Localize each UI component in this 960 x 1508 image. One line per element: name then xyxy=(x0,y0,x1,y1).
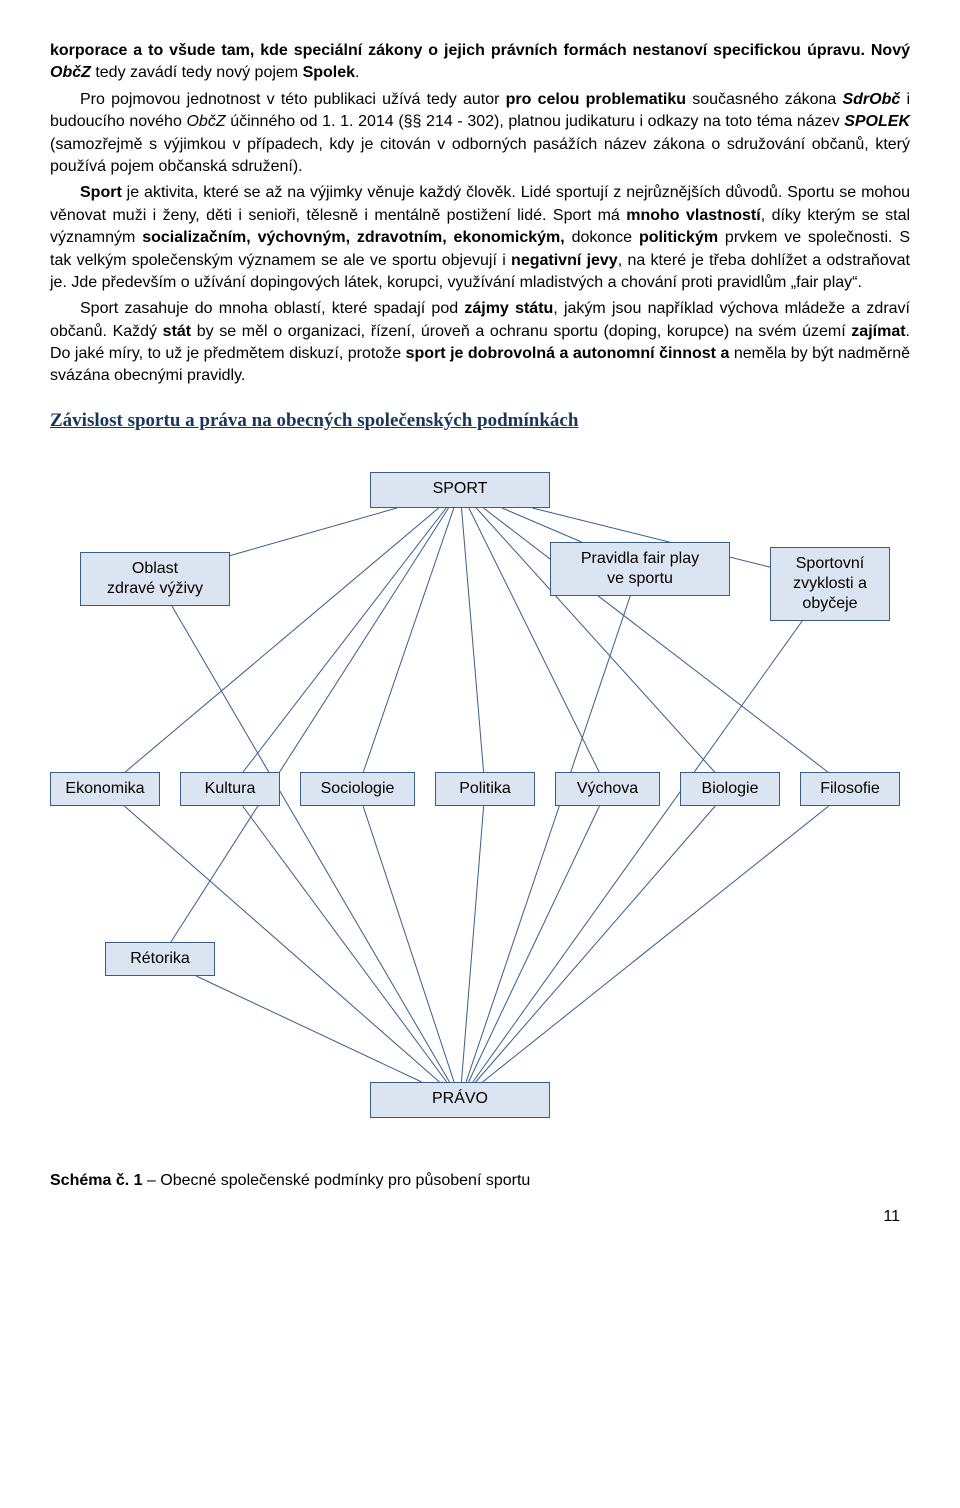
text-bold: politickým xyxy=(639,229,718,246)
text-bold: zajímat xyxy=(851,323,905,340)
diagram-node-ekonomika: Ekonomika xyxy=(50,772,160,806)
text: . xyxy=(355,64,359,81)
text: by se měl o organizaci, řízení, úroveň a… xyxy=(191,323,851,340)
text: (samozřejmě s výjimkou v případech, kdy … xyxy=(50,136,910,175)
text: dokonce xyxy=(565,229,639,246)
body-paragraph: Pro pojmovou jednotnost v této publikaci… xyxy=(50,89,910,179)
text-bold: sport je dobrovolná a autonomní činnost … xyxy=(406,345,730,362)
text-term: ObčZ xyxy=(50,64,91,81)
diagram-node-zvyklosti: Sportovnízvyklosti aobyčeje xyxy=(770,547,890,621)
text-bold: zájmy státu xyxy=(464,300,553,317)
text-bold: korporace a to všude tam, kde speciální … xyxy=(50,42,910,59)
page-number: 11 xyxy=(883,1208,900,1226)
body-paragraph: Sport zasahuje do mnoha oblastí, které s… xyxy=(50,298,910,388)
text: účinného od 1. 1. 2014 (§§ 214 - 302), p… xyxy=(226,113,845,130)
caption-text: – Obecné společenské podmínky pro působe… xyxy=(143,1172,531,1189)
body-paragraph: korporace a to všude tam, kde speciální … xyxy=(50,40,910,85)
diagram-node-biologie: Biologie xyxy=(680,772,780,806)
text-term: ObčZ xyxy=(186,113,225,130)
text-bold: Spolek xyxy=(303,64,355,81)
diagram-node-vyziva: Oblastzdravé výživy xyxy=(80,552,230,606)
text: Sport zasahuje do mnoha oblastí, které s… xyxy=(80,300,464,317)
text-term: SPOLEK xyxy=(844,113,910,130)
text-term: SdrObč xyxy=(842,91,900,108)
diagram-node-sport: SPORT xyxy=(370,472,550,508)
text-bold: negativní jevy xyxy=(511,252,618,269)
text-bold: mnoho vlastností xyxy=(626,207,760,224)
text-bold: Sport xyxy=(80,184,122,201)
text: současného zákona xyxy=(686,91,842,108)
caption-number: Schéma č. 1 xyxy=(50,1172,143,1189)
diagram-node-retorika: Rétorika xyxy=(105,942,215,976)
figure-caption: Schéma č. 1 – Obecné společenské podmínk… xyxy=(50,1172,910,1190)
diagram-node-pravo: PRÁVO xyxy=(370,1082,550,1118)
diagram-node-kultura: Kultura xyxy=(180,772,280,806)
text-bold: stát xyxy=(163,323,191,340)
section-heading: Závislost sportu a práva na obecných spo… xyxy=(50,410,910,432)
diagram-node-vychova: Výchova xyxy=(555,772,660,806)
diagram-node-fairplay: Pravidla fair playve sportu xyxy=(550,542,730,596)
text-bold: socializačním, výchovným, zdravotním, ek… xyxy=(142,229,565,246)
diagram-node-sociologie: Sociologie xyxy=(300,772,415,806)
text-bold: pro celou problematiku xyxy=(506,91,686,108)
diagram-node-politika: Politika xyxy=(435,772,535,806)
text: tedy zavádí tedy nový pojem xyxy=(91,64,303,81)
text: Pro pojmovou jednotnost v této publikaci… xyxy=(80,91,506,108)
diagram-node-filosofie: Filosofie xyxy=(800,772,900,806)
body-paragraph: Sport je aktivita, které se až na výjimk… xyxy=(50,182,910,294)
diagram-container: SPORT Oblastzdravé výživy Pravidla fair pl… xyxy=(50,442,910,1162)
